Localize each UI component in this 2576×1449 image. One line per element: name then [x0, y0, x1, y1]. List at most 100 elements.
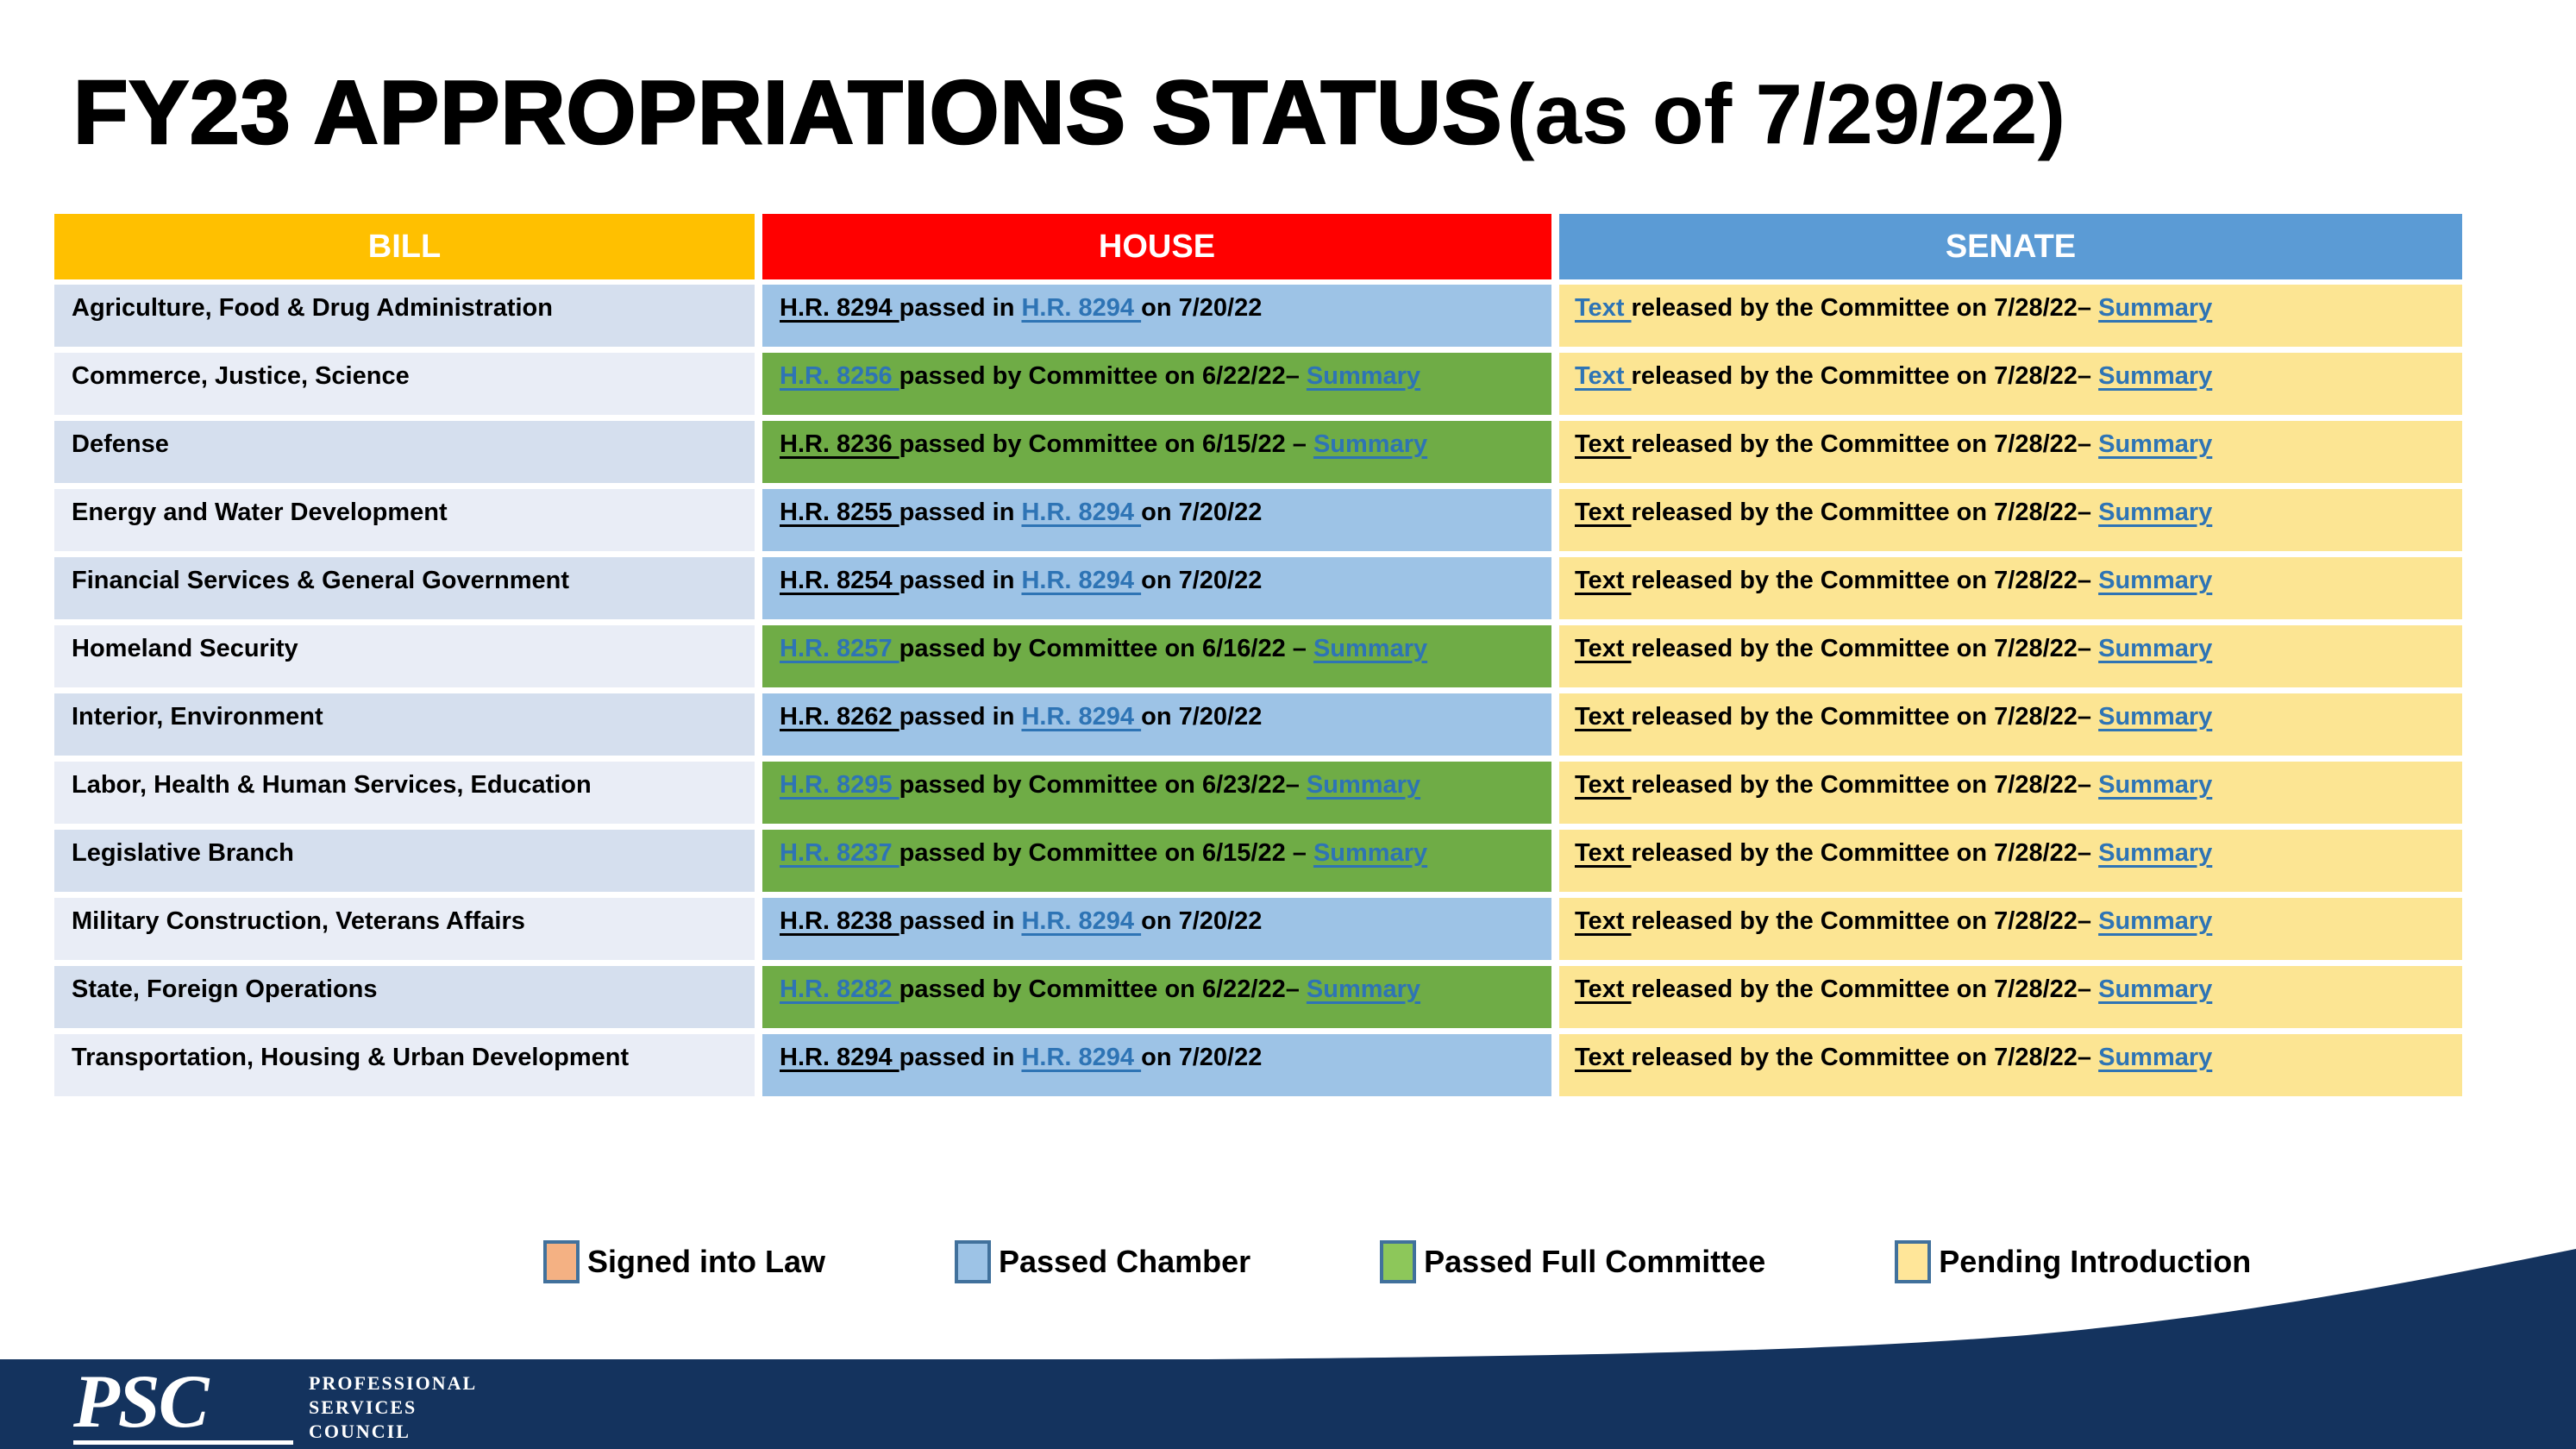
cell-link[interactable]: H.R. 8294 — [1021, 703, 1142, 731]
cell-link[interactable]: Text — [1575, 294, 1632, 322]
legend: Signed into Law Passed Chamber Passed Full… — [543, 1240, 2251, 1283]
cell-link[interactable]: H.R. 8238 — [780, 907, 899, 935]
cell-link[interactable]: H.R. 8282 — [780, 975, 899, 1003]
legend-item: Pending Introduction — [1895, 1240, 2251, 1283]
cell-link[interactable]: Summary — [2098, 839, 2213, 867]
cell-link[interactable]: Summary — [2098, 975, 2213, 1003]
cell-link[interactable]: H.R. 8294 — [780, 1044, 899, 1071]
cell-link[interactable]: Summary — [2098, 771, 2213, 799]
cell-text: passed in — [899, 1044, 1022, 1071]
cell-link[interactable]: Summary — [1306, 771, 1421, 799]
cell-text: released by the Committee on 7/28/22– — [1631, 907, 2099, 935]
cell-link[interactable]: Summary — [1313, 430, 1428, 458]
bill-cell: Military Construction, Veterans Affairs — [54, 898, 755, 960]
cell-link[interactable]: Summary — [2098, 567, 2213, 594]
house-status-cell: H.R. 8282 passed by Committee on 6/22/22… — [762, 966, 1551, 1028]
cell-text: released by the Committee on 7/28/22– — [1631, 975, 2099, 1003]
cell-link[interactable]: Summary — [2098, 430, 2213, 458]
cell-link[interactable]: Text — [1575, 362, 1632, 390]
legend-item: Passed Full Committee — [1380, 1240, 1765, 1283]
cell-link[interactable]: Text — [1575, 567, 1632, 594]
psc-logo-subline: SERVICES — [309, 1396, 417, 1418]
psc-logo-underline — [73, 1440, 293, 1445]
cell-link[interactable]: Summary — [1306, 362, 1421, 390]
senate-status-cell: Text released by the Committee on 7/28/2… — [1559, 762, 2462, 824]
cell-link[interactable]: Summary — [2098, 499, 2213, 526]
legend-label: Passed Full Committee — [1424, 1244, 1766, 1279]
bill-cell: Interior, Environment — [54, 693, 755, 756]
senate-status-cell: Text released by the Committee on 7/28/2… — [1559, 557, 2462, 619]
senate-status-cell: Text released by the Committee on 7/28/2… — [1559, 966, 2462, 1028]
cell-link[interactable]: Summary — [2098, 703, 2213, 731]
cell-link[interactable]: H.R. 8255 — [780, 499, 899, 526]
cell-text: passed by Committee on 6/15/22 – — [899, 839, 1313, 867]
cell-link[interactable]: H.R. 8294 — [1021, 1044, 1142, 1071]
cell-link[interactable]: Text — [1575, 771, 1632, 799]
cell-text: released by the Committee on 7/28/22– — [1631, 499, 2099, 526]
bill-cell: Commerce, Justice, Science — [54, 353, 755, 415]
cell-link[interactable]: H.R. 8294 — [780, 294, 899, 322]
bill-cell: Energy and Water Development — [54, 489, 755, 551]
cell-link[interactable]: Text — [1575, 907, 1632, 935]
cell-link[interactable]: Text — [1575, 499, 1632, 526]
bill-cell: Legislative Branch — [54, 830, 755, 892]
cell-link[interactable]: H.R. 8294 — [1021, 499, 1142, 526]
cell-link[interactable]: H.R. 8295 — [780, 771, 899, 799]
cell-link[interactable]: Summary — [2098, 1044, 2213, 1071]
cell-link[interactable]: Summary — [2098, 907, 2213, 935]
cell-text: on 7/20/22 — [1141, 907, 1263, 935]
column-header-senate: SENATE — [1559, 214, 2462, 279]
cell-text: on 7/20/22 — [1141, 703, 1263, 731]
house-status-cell: H.R. 8256 passed by Committee on 6/22/22… — [762, 353, 1551, 415]
cell-link[interactable]: Text — [1575, 430, 1632, 458]
legend-item: Passed Chamber — [955, 1240, 1250, 1283]
house-status-cell: H.R. 8236 passed by Committee on 6/15/22… — [762, 421, 1551, 483]
cell-link[interactable]: Text — [1575, 975, 1632, 1003]
cell-link[interactable]: Text — [1575, 839, 1632, 867]
cell-link[interactable]: Text — [1575, 1044, 1632, 1071]
cell-link[interactable]: Summary — [2098, 294, 2213, 322]
senate-status-cell: Text released by the Committee on 7/28/2… — [1559, 693, 2462, 756]
cell-link[interactable]: Summary — [2098, 362, 2213, 390]
senate-status-cell: Text released by the Committee on 7/28/2… — [1559, 830, 2462, 892]
cell-link[interactable]: Text — [1575, 703, 1632, 731]
table-body: Agriculture, Food & Drug Administration H… — [54, 285, 2462, 1096]
cell-link[interactable]: H.R. 8256 — [780, 362, 899, 390]
page-title: FY23 APPROPRIATIONS STATUS (as of 7/29/2… — [72, 62, 2065, 165]
legend-swatch-icon — [543, 1240, 580, 1283]
legend-swatch-icon — [1895, 1240, 1932, 1283]
legend-label: Passed Chamber — [999, 1244, 1251, 1279]
house-status-cell: H.R. 8294 passed in H.R. 8294 on 7/20/22 — [762, 1034, 1551, 1096]
cell-text: passed by Committee on 6/23/22– — [899, 771, 1307, 799]
house-status-cell: H.R. 8237 passed by Committee on 6/15/22… — [762, 830, 1551, 892]
cell-link[interactable]: H.R. 8257 — [780, 635, 899, 662]
cell-text: passed by Committee on 6/15/22 – — [899, 430, 1313, 458]
cell-link[interactable]: Summary — [2098, 635, 2213, 662]
senate-status-cell: Text released by the Committee on 7/28/2… — [1559, 1034, 2462, 1096]
psc-logo-text: PSC — [73, 1360, 209, 1444]
cell-link[interactable]: H.R. 8294 — [1021, 567, 1142, 594]
table-header-row: BILL HOUSE SENATE — [54, 214, 2462, 279]
bill-cell: Agriculture, Food & Drug Administration — [54, 285, 755, 347]
cell-link[interactable]: Summary — [1313, 839, 1428, 867]
psc-logo-subline: COUNCIL — [309, 1420, 411, 1442]
cell-link[interactable]: Summary — [1313, 635, 1428, 662]
cell-text: released by the Committee on 7/28/22– — [1631, 430, 2099, 458]
cell-link[interactable]: H.R. 8254 — [780, 567, 899, 594]
psc-logo-subtext: PROFESSIONAL SERVICES COUNCIL — [309, 1371, 477, 1444]
cell-link[interactable]: H.R. 8294 — [1021, 294, 1142, 322]
column-header-house: HOUSE — [762, 214, 1551, 279]
bill-cell: Defense — [54, 421, 755, 483]
cell-link[interactable]: H.R. 8237 — [780, 839, 899, 867]
cell-link[interactable]: H.R. 8294 — [1021, 907, 1142, 935]
cell-link[interactable]: H.R. 8262 — [780, 703, 899, 731]
cell-link[interactable]: Text — [1575, 635, 1632, 662]
cell-text: passed in — [899, 907, 1022, 935]
cell-link[interactable]: Summary — [1306, 975, 1421, 1003]
bill-cell: Homeland Security — [54, 625, 755, 687]
cell-link[interactable]: H.R. 8236 — [780, 430, 899, 458]
cell-text: released by the Committee on 7/28/22– — [1631, 294, 2099, 322]
house-status-cell: H.R. 8257 passed by Committee on 6/16/22… — [762, 625, 1551, 687]
cell-text: passed by Committee on 6/22/22– — [899, 362, 1307, 390]
footer-wave — [0, 1249, 2576, 1449]
